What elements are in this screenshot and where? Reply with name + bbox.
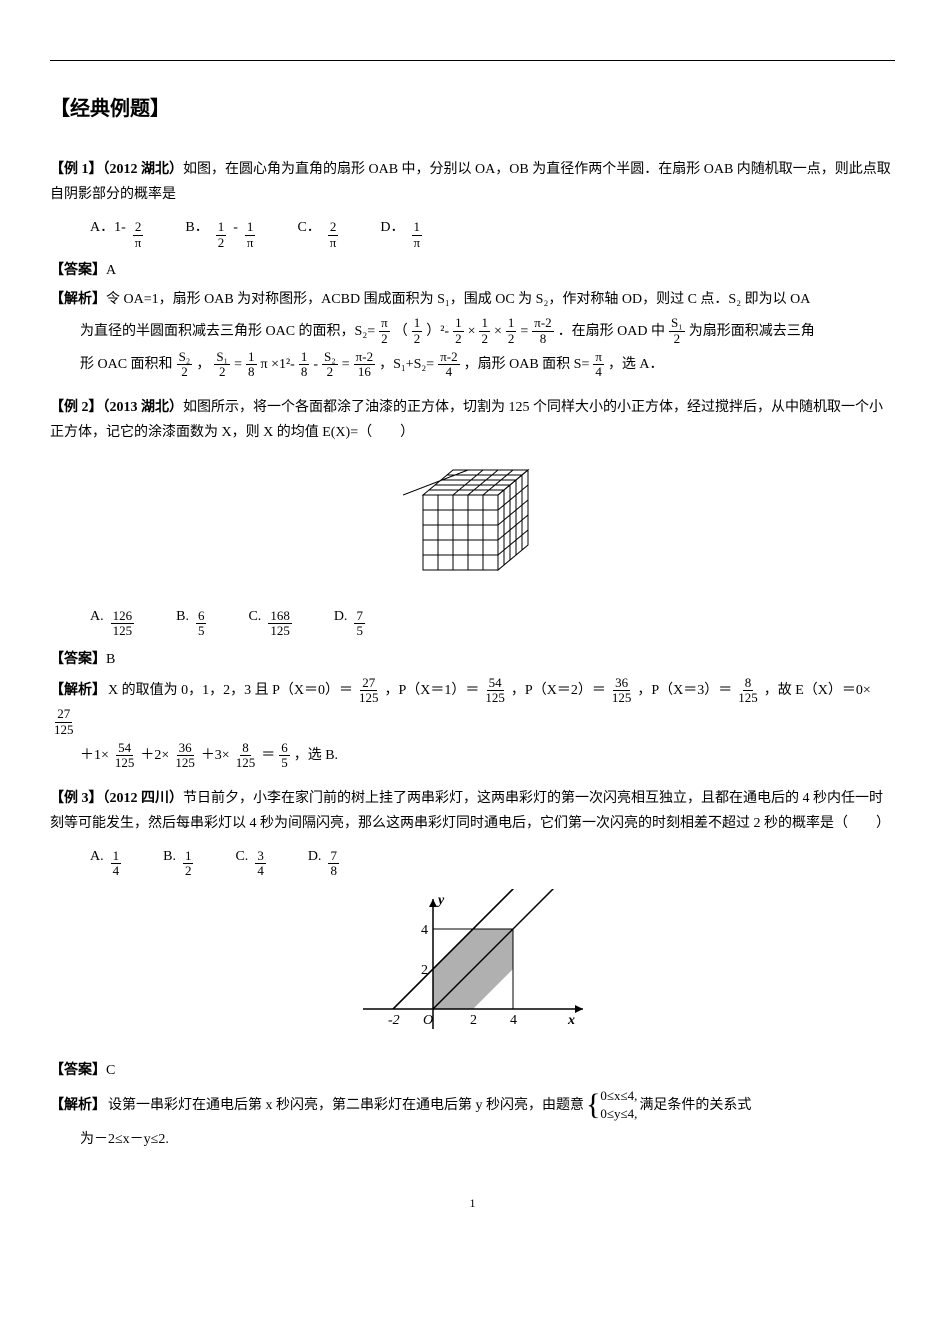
ex3-analysis-1: 【解析】 设第一串彩灯在通电后第 x 秒闪亮，第二串彩灯在通电后第 y 秒闪亮，…: [50, 1087, 895, 1123]
svg-text:-2: -2: [388, 1013, 400, 1028]
graph-figure: -2 O 2 4 2 4 x y: [50, 889, 895, 1048]
ex3-options: A. 14 B. 12 C. 34 D. 78: [50, 844, 895, 879]
ex2-analysis-1: 【解析】 X 的取值为 0，1，2，3 且 P（X＝0）＝ 27125 ，P（X…: [50, 676, 895, 737]
ex2-text: 【例 2】（2013 湖北）如图所示，将一个各面都涂了油漆的正方体，切割为 12…: [50, 395, 895, 445]
ex3-opt-A: A. 14: [90, 844, 123, 879]
ex2-opt-D: D. 75: [334, 604, 367, 639]
ex2-opt-A: A. 126125: [90, 604, 136, 639]
ex3-text: 【例 3】（2012 四川）节日前夕，小李在家门前的树上挂了两串彩灯，这两串彩灯…: [50, 786, 895, 836]
svg-text:4: 4: [421, 923, 428, 938]
ex3-opt-C: C. 34: [235, 844, 267, 879]
ex3-answer: 【答案】C: [50, 1058, 895, 1083]
ex3-opt-D: D. 78: [308, 844, 341, 879]
svg-text:y: y: [436, 893, 445, 908]
ex2-options: A. 126125 B. 65 C. 168125 D. 75: [50, 604, 895, 639]
ex2-opt-C: C. 168125: [248, 604, 293, 639]
example-3: 【例 3】（2012 四川）节日前夕，小李在家门前的树上挂了两串彩灯，这两串彩灯…: [50, 786, 895, 1153]
ex2-analysis-2: ＋1× 54125 ＋2× 36125 ＋3× 8125 ＝ 65 ，选 B.: [50, 741, 895, 771]
example-1: 【例 1】（2012 湖北）如图，在圆心角为直角的扇形 OAB 中，分别以 OA…: [50, 157, 895, 380]
example-2: 【例 2】（2013 湖北）如图所示，将一个各面都涂了油漆的正方体，切割为 12…: [50, 395, 895, 771]
section-title: 【经典例题】: [50, 91, 895, 127]
ex1-options: A．1- 2π B． 12 - 1π C． 2π D． 1π: [50, 215, 895, 250]
svg-text:2: 2: [470, 1013, 477, 1028]
svg-text:x: x: [567, 1013, 575, 1028]
ex2-opt-B: B. 65: [176, 604, 208, 639]
header-underline: [50, 60, 895, 61]
ex1-opt-B: B． 12 - 1π: [185, 215, 257, 250]
brace-icon: { 0≤x≤4, 0≤y≤4,: [586, 1087, 637, 1123]
ex1-analysis-3: 形 OAC 面积和 S₂2 ， S₁2 = 18 π ×1²- 18 - S₂2…: [50, 350, 895, 380]
svg-text:O: O: [423, 1013, 433, 1028]
ex1-analysis-1: 【解析】令 OA=1，扇形 OAB 为对称图形，ACBD 围成面积为 S₁，围成…: [50, 287, 895, 312]
ex2-answer: 【答案】B: [50, 647, 895, 672]
ex3-analysis-2: 为－2≤x－y≤2.: [50, 1127, 895, 1152]
ex1-analysis-2: 为直径的半圆面积减去三角形 OAC 的面积，S₂= π2 （ 12 ）²- 12…: [50, 316, 895, 346]
page-number: 1: [50, 1193, 895, 1215]
ex3-opt-B: B. 12: [163, 844, 195, 879]
ex1-text: 【例 1】（2012 湖北）如图，在圆心角为直角的扇形 OAB 中，分别以 OA…: [50, 157, 895, 207]
svg-text:2: 2: [421, 963, 428, 978]
svg-text:4: 4: [510, 1013, 517, 1028]
ex3-header: 【例 3】（2012 四川）: [50, 791, 183, 806]
ex1-opt-D: D． 1π: [380, 215, 424, 250]
ex1-opt-C: C． 2π: [297, 215, 340, 250]
ex1-opt-A: A．1- 2π: [90, 215, 145, 250]
ex1-answer: 【答案】A: [50, 258, 895, 283]
cube-figure: [50, 455, 895, 594]
ex2-header: 【例 2】（2013 湖北）: [50, 400, 183, 415]
ex1-header: 【例 1】（2012 湖北）: [50, 162, 183, 177]
